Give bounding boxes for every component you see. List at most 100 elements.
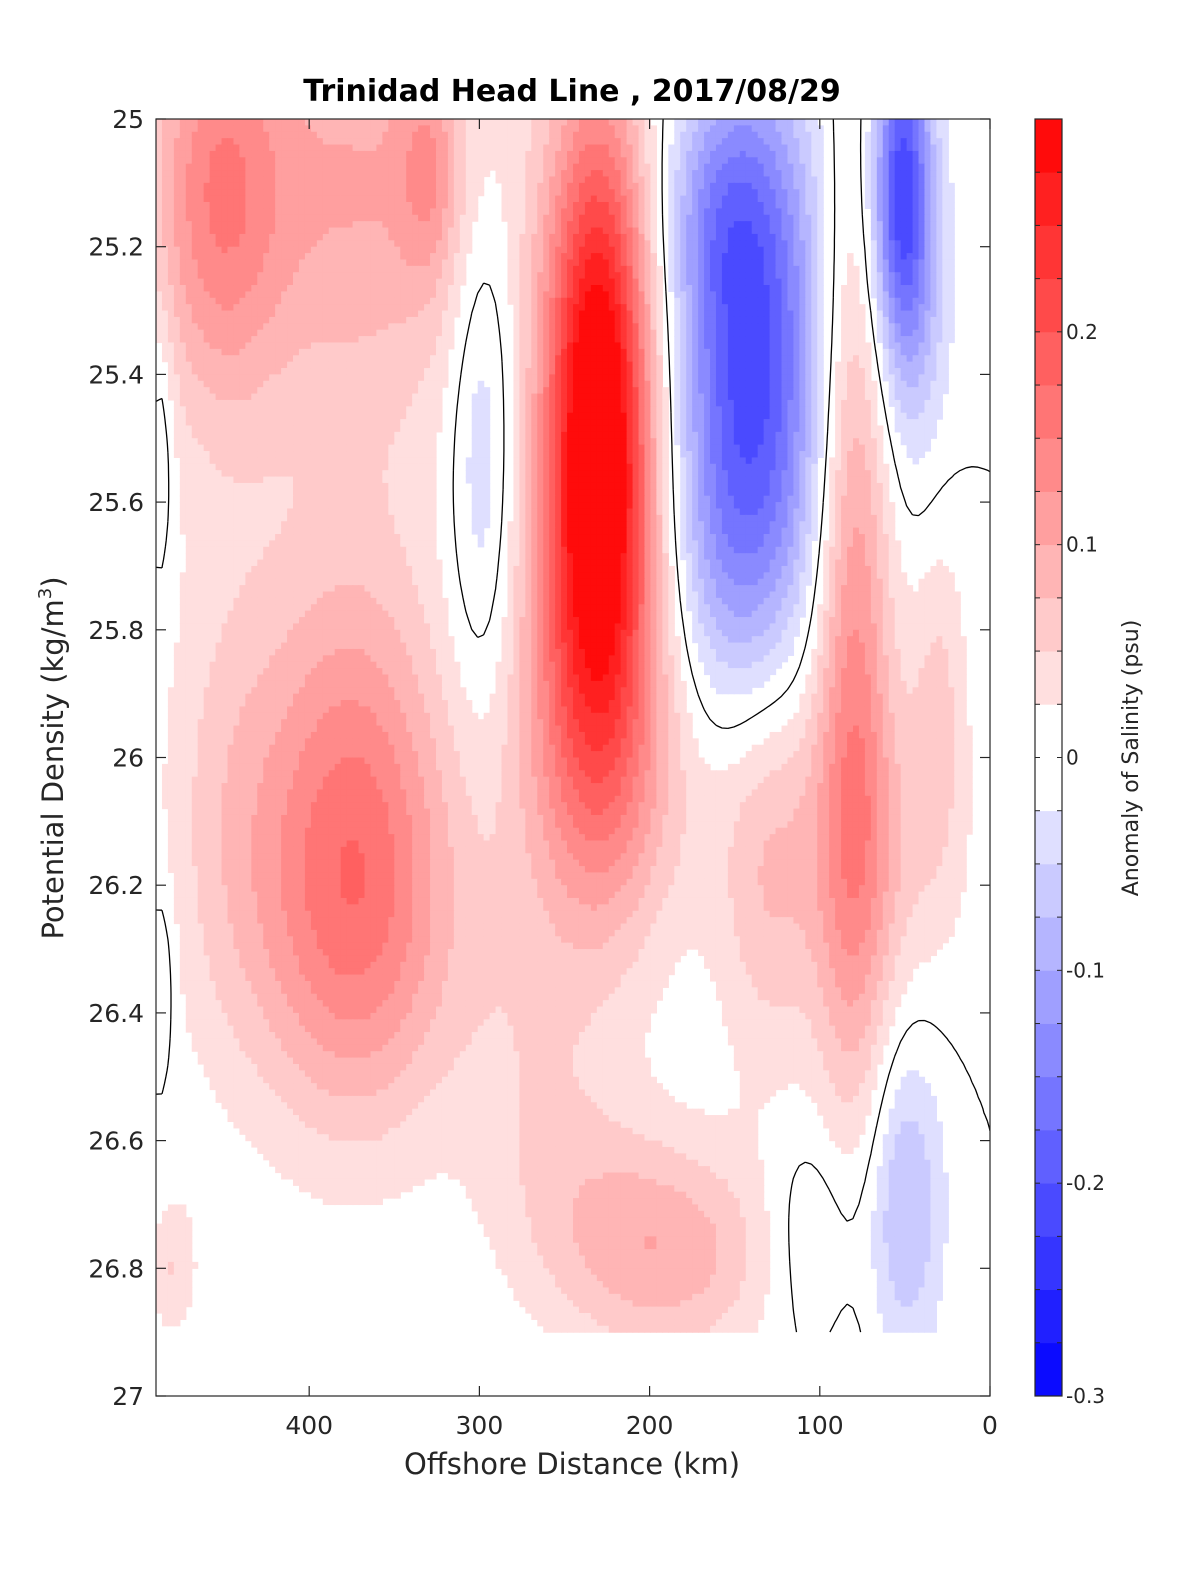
contour-cell [304, 144, 312, 152]
contour-cell [507, 221, 515, 229]
contour-cell [793, 144, 800, 152]
contour-cell [328, 150, 336, 158]
contour-cell [525, 246, 532, 254]
contour-cell [179, 233, 187, 241]
contour-cell [382, 157, 389, 165]
contour-cell [882, 221, 890, 229]
contour-cell [930, 163, 937, 171]
contour-cell [239, 195, 246, 203]
contour-cell [310, 182, 318, 190]
contour-cell [644, 361, 652, 369]
contour-cell [227, 297, 235, 305]
contour-cell [173, 374, 181, 382]
contour-cell [245, 195, 252, 203]
contour-cell [298, 361, 306, 369]
contour-cell [602, 208, 610, 216]
contour-cell [418, 157, 425, 165]
contour-cell [626, 297, 634, 305]
contour-cell [721, 163, 729, 171]
contour-cell [573, 323, 580, 331]
contour-cell [638, 240, 646, 248]
contour-cell [304, 316, 312, 324]
contour-cell [507, 150, 515, 158]
contour-cell [614, 233, 622, 241]
contour-cell [382, 336, 389, 344]
contour-cell [382, 227, 389, 235]
contour-cell [263, 316, 270, 324]
contour-cell [185, 316, 193, 324]
contour-cell [811, 323, 818, 331]
contour-cell [209, 150, 217, 158]
contour-cell [287, 119, 294, 126]
contour-cell [584, 157, 592, 165]
contour-cell [632, 150, 640, 158]
contour-cell [316, 221, 324, 229]
contour-cell [912, 265, 920, 273]
contour-cell [906, 259, 914, 267]
contour-cell [519, 310, 526, 318]
contour-cell [573, 291, 580, 299]
contour-cell [781, 157, 789, 165]
contour-cell [763, 374, 771, 382]
contour-cell [430, 336, 437, 344]
contour-cell [852, 316, 860, 324]
contour-cell [882, 131, 890, 139]
contour-cell [608, 348, 616, 356]
contour-cell [370, 304, 378, 312]
contour-cell [275, 221, 282, 229]
contour-cell [400, 336, 407, 344]
contour-cell [698, 144, 705, 152]
contour-cell [680, 131, 687, 139]
contour-cell [287, 380, 294, 388]
contour-cell [221, 131, 229, 139]
contour-cell [287, 195, 294, 203]
contour-cell [739, 202, 747, 209]
contour-cell [346, 253, 354, 261]
contour-cell [251, 157, 258, 165]
contour-cell [573, 348, 580, 356]
contour-cell [561, 221, 568, 229]
contour-cell [507, 240, 515, 248]
contour-cell [364, 240, 372, 248]
contour-cell [167, 368, 175, 375]
contour-cell [578, 182, 586, 190]
contour-cell [698, 278, 705, 286]
contour-cell [263, 323, 270, 331]
contour-cell [847, 342, 854, 350]
contour-cell [763, 380, 771, 388]
contour-cell [626, 182, 634, 190]
contour-cell [513, 316, 520, 324]
contour-cell [769, 253, 777, 261]
contour-cell [918, 374, 926, 382]
contour-cell [191, 259, 199, 267]
contour-cell [835, 374, 842, 382]
contour-cell [310, 304, 318, 312]
contour-cell [263, 227, 270, 235]
contour-cell [310, 195, 318, 203]
contour-cell [185, 157, 193, 165]
contour-cell [447, 323, 455, 331]
contour-cell [179, 227, 187, 235]
contour-cell [894, 214, 902, 222]
contour-cell [394, 380, 401, 388]
contour-cell [870, 182, 878, 190]
contour-cell [596, 265, 604, 273]
contour-cell [418, 304, 425, 312]
contour-cell [447, 253, 455, 261]
contour-cell [453, 227, 461, 235]
contour-cell [459, 144, 467, 152]
contour-cell [710, 227, 717, 235]
contour-cell [358, 278, 366, 286]
contour-cell [453, 119, 461, 126]
contour-cell [310, 272, 318, 280]
contour-cell [596, 182, 604, 190]
contour-cell [191, 355, 199, 363]
contour-cell [602, 329, 610, 337]
contour-cell [519, 285, 526, 292]
contour-cell [882, 119, 890, 126]
contour-cell [430, 240, 437, 248]
contour-cell [441, 297, 449, 305]
contour-cell [590, 316, 598, 324]
contour-cell [775, 361, 783, 369]
contour-cell [799, 125, 806, 133]
